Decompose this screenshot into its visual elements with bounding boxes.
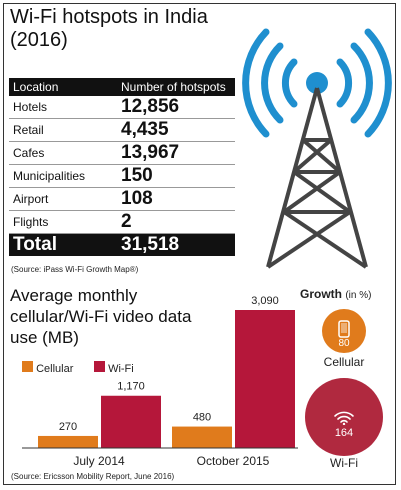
table-cell-value: 108 [117,187,235,211]
growth-title-text: Growth [300,287,342,301]
table-cell-value: 13,967 [117,141,235,165]
table-source: (Source: iPass Wi-Fi Growth Map®) [11,265,139,274]
table-cell-value: 2 [117,210,235,234]
category-label: October 2015 [197,454,270,468]
cellular-growth-circle: 80 [322,309,366,353]
table-cell-location: Airport [9,187,117,211]
cellular-growth-value: 80 [338,338,350,349]
chart-source: (Source: Ericsson Mobility Report, June … [11,472,175,481]
table-row: Retail 4,435 [9,118,235,142]
legend-label-cellular: Cellular [36,363,74,375]
legend-cellular: Cellular [22,361,73,375]
wifi-growth-value: 164 [334,427,354,439]
table-row: Cafes 13,967 [9,141,235,165]
table-cell-location: Retail [9,118,117,142]
bar-cellular [172,426,232,448]
legend-wifi: Wi-Fi [94,361,134,375]
chart-title: Average monthly cellular/Wi-Fi video dat… [10,286,192,347]
legend-swatch-wifi [94,361,105,372]
cell-tower-icon [242,28,392,269]
growth-unit: (in %) [345,290,372,301]
bar-value-label: 270 [59,421,77,433]
table-row: Hotels 12,856 [9,96,235,119]
legend-label-wifi: Wi-Fi [108,363,134,375]
table-title: Wi-Fi hotspots in India (2016) [10,6,208,51]
table-cell-value: 4,435 [117,118,235,142]
bar-value-label: 1,170 [117,381,145,393]
bar-wifi [235,310,295,448]
table-cell-value: 12,856 [117,96,235,119]
wifi-growth-circle: 164 [305,378,383,456]
growth-title: Growth (in %) [300,287,371,301]
infographic-frame [3,3,396,485]
table-total-label: Total [9,233,117,256]
mobile-phone-icon [338,320,350,338]
table-header-row: Location Number of hotspots [9,78,235,96]
table-total-value: 31,518 [117,233,235,256]
table-header-location: Location [9,78,117,96]
table-cell-location: Municipalities [9,164,117,188]
hotspot-table: Location Number of hotspots Hotels 12,85… [9,78,235,256]
table-row: Flights 2 [9,210,235,234]
table-row: Municipalities 150 [9,164,235,188]
bar-chart: 270 1,170 July 2014 480 3,090 October 2015 [22,295,298,468]
bar-value-label: 3,090 [251,295,279,307]
wifi-growth-label: Wi-Fi [330,456,358,470]
category-label: July 2014 [73,454,125,468]
bar-cellular [38,435,98,448]
table-cell-location: Hotels [9,96,117,119]
table-header-count: Number of hotspots [117,78,235,96]
bar-wifi [101,395,161,448]
table-cell-location: Cafes [9,141,117,165]
table-cell-value: 150 [117,164,235,188]
bar-value-label: 480 [193,412,211,424]
cellular-growth-label: Cellular [323,355,365,369]
wifi-icon [334,411,354,425]
legend-swatch-cellular [22,361,33,372]
table-cell-location: Flights [9,210,117,234]
table-row: Airport 108 [9,187,235,211]
table-total-row: Total 31,518 [9,233,235,256]
